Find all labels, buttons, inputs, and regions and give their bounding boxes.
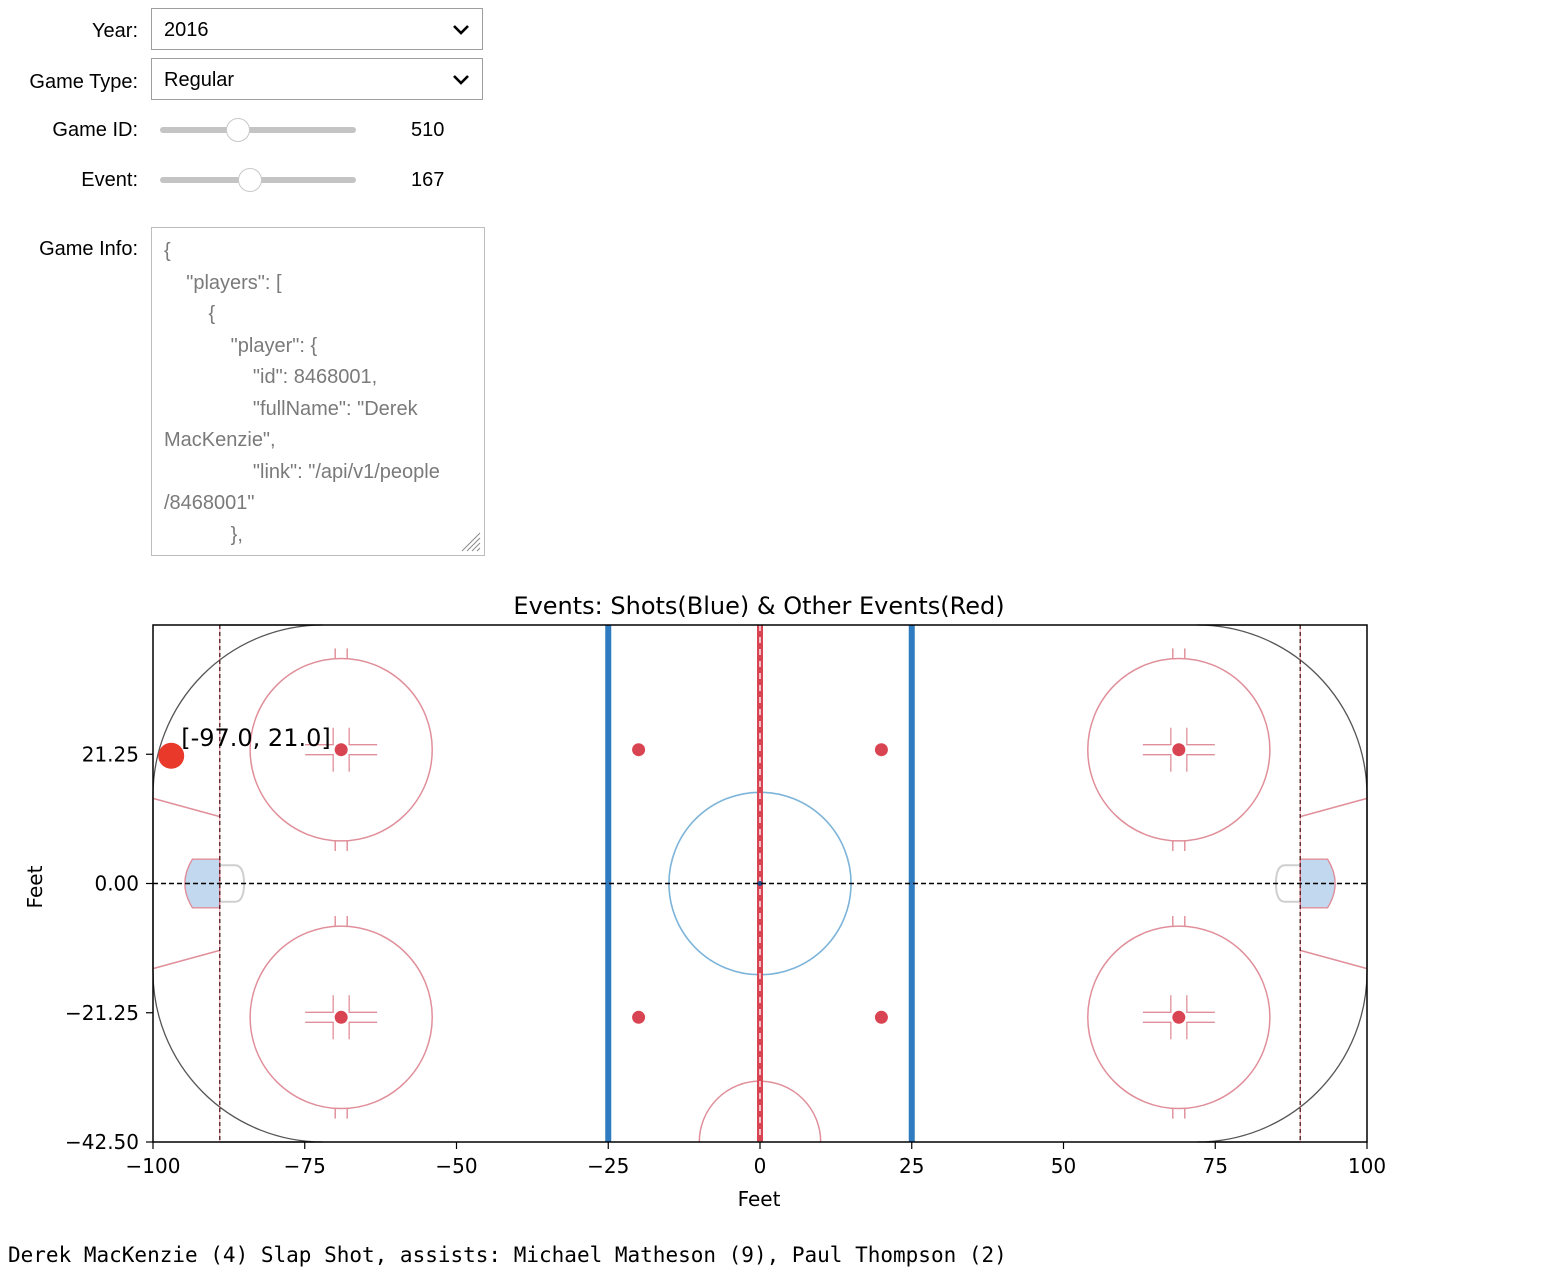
- game-id-slider-handle[interactable]: [226, 118, 251, 142]
- event-slider-handle[interactable]: [238, 168, 263, 192]
- event-description: Derek MacKenzie (4) Slap Shot, assists: …: [8, 1243, 1007, 1267]
- game-info-line: /8468001": [164, 492, 255, 514]
- trapezoid-line: [1300, 949, 1368, 970]
- game-info-line: {: [164, 240, 171, 262]
- x-axis-label: Feet: [738, 1187, 781, 1211]
- faceoff-l-mark: [1142, 1021, 1172, 1040]
- faceoff-l-mark: [1142, 995, 1172, 1013]
- faceoff-dot: [1172, 1010, 1186, 1024]
- game-type-dropdown[interactable]: Regular: [151, 58, 483, 100]
- rink-drawing: [152, 624, 1368, 1143]
- game-id-label: Game ID:: [52, 119, 138, 141]
- event-slider[interactable]: [160, 168, 356, 192]
- y-axis-label: Feet: [23, 865, 47, 908]
- axes: −100 −75 −50 −25 0 25 50 75 100 21.25 0.00 −21.25 −4…: [65, 624, 1386, 1178]
- game-info-line: "player": {: [164, 334, 318, 357]
- faceoff-l-mark: [1142, 727, 1172, 746]
- faceoff-l-mark: [305, 727, 334, 746]
- event-label: Event:: [81, 169, 138, 191]
- x-tick-label: −75: [284, 1154, 326, 1178]
- goal-net: [219, 864, 246, 903]
- game-info-label: Game Info:: [39, 238, 138, 260]
- faceoff-l-mark: [1142, 754, 1172, 772]
- faceoff-l-mark: [305, 754, 334, 772]
- event-point: [158, 742, 185, 769]
- faceoff-l-mark: [348, 727, 378, 746]
- rink-event-chart: Events: Shots(Blue) & Other Events(Red) …: [23, 592, 1386, 1211]
- faceoff-l-mark: [1186, 1021, 1215, 1040]
- faceoff-circle: [249, 657, 433, 842]
- faceoff-dot: [1172, 743, 1186, 757]
- game-info-line: "id": 8468001,: [164, 366, 378, 388]
- x-tick-label: 0: [754, 1154, 767, 1178]
- x-tick-label: 100: [1348, 1154, 1386, 1178]
- y-tick-label: 0.00: [94, 872, 139, 896]
- game-type-label: Game Type:: [29, 71, 138, 93]
- neutral-zone-dot: [632, 1010, 646, 1024]
- faceoff-l-mark: [348, 1021, 378, 1040]
- game-info-line: "fullName": "Derek: [164, 397, 418, 420]
- game-info-textarea[interactable]: { "players": [ { "player": { "id": 84680…: [151, 227, 485, 556]
- chevron-down-icon: [453, 25, 469, 35]
- faceoff-dot: [334, 743, 348, 757]
- event-marks: [-97.0, 21.0]: [158, 724, 331, 769]
- x-tick-label: −25: [587, 1154, 629, 1178]
- year-value: 2016: [164, 19, 209, 41]
- x-tick-label: 75: [1203, 1154, 1228, 1178]
- game-info-line: "players": [: [164, 271, 282, 294]
- game-info-line: },: [164, 523, 243, 546]
- trapezoid-line: [152, 949, 220, 970]
- faceoff-circle: [1087, 657, 1271, 842]
- x-tick-label: −100: [126, 1154, 181, 1178]
- neutral-zone-dot: [632, 743, 646, 757]
- y-tick-label: −21.25: [65, 1001, 139, 1025]
- center-dot: [757, 881, 763, 886]
- year-dropdown[interactable]: 2016: [151, 8, 483, 50]
- faceoff-circle: [249, 925, 433, 1110]
- resize-handle-icon[interactable]: [458, 529, 482, 553]
- game-id-slider[interactable]: [160, 118, 356, 142]
- neutral-zone-dot: [874, 743, 888, 757]
- x-tick-label: 25: [899, 1154, 924, 1178]
- goal-net: [1274, 864, 1301, 903]
- trapezoid-line: [152, 797, 220, 818]
- game-info-line: {: [164, 303, 216, 325]
- game-info-line: MacKenzie",: [164, 429, 276, 451]
- faceoff-circle: [1087, 925, 1271, 1110]
- faceoff-l-mark: [1186, 727, 1215, 746]
- chevron-down-icon: [453, 75, 469, 85]
- faceoff-l-mark: [1186, 754, 1215, 772]
- x-tick-label: −50: [435, 1154, 477, 1178]
- game-info-line: "link": "/api/v1/people: [164, 460, 440, 483]
- faceoff-l-mark: [348, 995, 378, 1013]
- chart-title: Events: Shots(Blue) & Other Events(Red): [513, 592, 1004, 620]
- game-id-value: 510: [411, 119, 445, 141]
- event-value: 167: [411, 169, 445, 191]
- trapezoid-line: [1300, 797, 1368, 818]
- faceoff-dot: [334, 1010, 348, 1024]
- y-tick-label: −42.50: [65, 1130, 139, 1154]
- year-label: Year:: [92, 20, 138, 42]
- faceoff-l-mark: [305, 1021, 334, 1040]
- x-tick-label: 50: [1051, 1154, 1076, 1178]
- faceoff-l-mark: [305, 995, 334, 1013]
- y-tick-label: 21.25: [82, 742, 139, 766]
- faceoff-l-mark: [1186, 995, 1215, 1013]
- faceoff-l-mark: [348, 754, 378, 772]
- game-type-value: Regular: [164, 69, 235, 91]
- event-point-label: [-97.0, 21.0]: [181, 724, 331, 752]
- neutral-zone-dot: [874, 1010, 888, 1024]
